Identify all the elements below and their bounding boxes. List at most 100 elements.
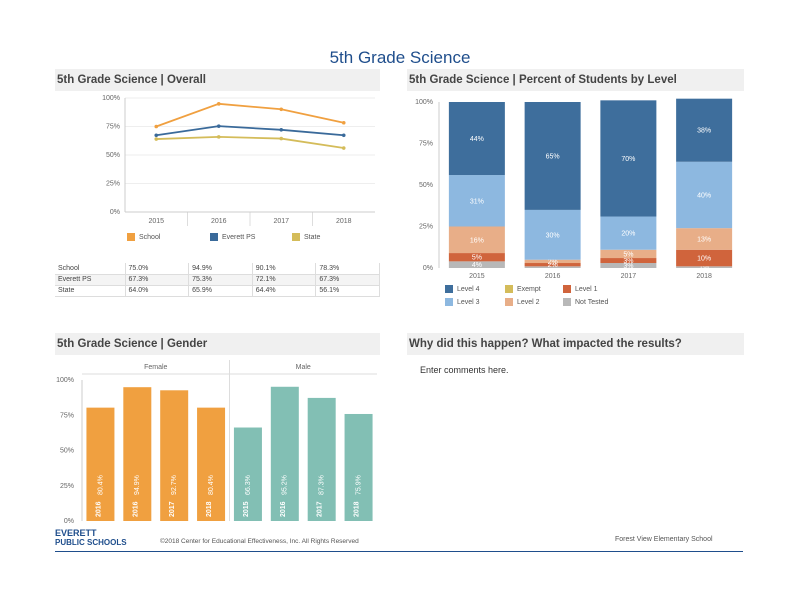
bar-year-label: 2015 bbox=[243, 501, 250, 517]
not-tested-swatch bbox=[563, 298, 571, 306]
y-tick-label: 75% bbox=[60, 412, 74, 419]
table-cell: 65.9% bbox=[188, 285, 253, 297]
data-label: 1% bbox=[699, 265, 709, 272]
bar-year-label: 2017 bbox=[317, 501, 324, 517]
bar-year-label: 2016 bbox=[280, 501, 287, 517]
data-point bbox=[279, 107, 284, 112]
data-label: 16% bbox=[470, 237, 484, 244]
x-tick-label: 2018 bbox=[336, 218, 352, 225]
state-swatch bbox=[292, 233, 300, 241]
bar-value-label: 80.4% bbox=[208, 475, 215, 495]
legend-item-level2[interactable]: Level 2 bbox=[505, 298, 540, 306]
overall-legend: School Everett PS State bbox=[127, 233, 377, 245]
level3-swatch bbox=[445, 298, 453, 306]
data-point bbox=[341, 120, 346, 125]
y-tick-label: 25% bbox=[419, 224, 433, 231]
y-tick-label: 0% bbox=[423, 265, 433, 272]
data-point bbox=[341, 133, 346, 138]
data-label: 20% bbox=[621, 231, 635, 238]
data-point bbox=[154, 137, 159, 141]
legend-item-not-tested[interactable]: Not Tested bbox=[563, 298, 608, 306]
levels-panel-title: 5th Grade Science | Percent of Students … bbox=[407, 69, 744, 91]
bar-value-label: 66.3% bbox=[245, 475, 252, 495]
data-label: 31% bbox=[470, 198, 484, 205]
gender-panel-title: 5th Grade Science | Gender bbox=[55, 333, 380, 355]
table-cell: 78.3% bbox=[315, 263, 380, 275]
bar-year-label: 2016 bbox=[95, 501, 102, 517]
legend-label-everett: Everett PS bbox=[222, 233, 256, 241]
table-cell: 56.1% bbox=[315, 285, 380, 297]
stack-segment bbox=[676, 266, 733, 268]
district-logo: EVERETT PUBLIC SCHOOLS bbox=[55, 529, 155, 548]
series-line bbox=[156, 135, 344, 149]
bar bbox=[160, 390, 189, 521]
table-cell: State bbox=[55, 285, 126, 297]
data-label: 2% bbox=[548, 259, 558, 266]
data-label: 30% bbox=[546, 232, 560, 239]
x-tick-label: 2015 bbox=[469, 273, 485, 280]
table-cell: School bbox=[55, 263, 126, 275]
stack-segment bbox=[600, 216, 657, 250]
comments-panel-title: Why did this happen? What impacted the r… bbox=[407, 333, 744, 355]
stack-segment bbox=[524, 102, 581, 210]
legend-item-level3[interactable]: Level 3 bbox=[445, 298, 480, 306]
data-label: 38% bbox=[697, 128, 711, 135]
legend-item-exempt[interactable]: Exempt bbox=[505, 285, 541, 293]
table-cell: 64.4% bbox=[252, 285, 317, 297]
bar bbox=[123, 387, 152, 521]
copyright-text: ©2018 Center for Educational Effectivene… bbox=[160, 538, 359, 545]
legend-item-everett[interactable]: Everett PS bbox=[210, 233, 255, 241]
legend-label-level3: Level 3 bbox=[457, 298, 480, 306]
stack-segment bbox=[676, 249, 733, 267]
x-tick-label: 2017 bbox=[621, 273, 637, 280]
level4-swatch bbox=[445, 285, 453, 293]
data-point bbox=[216, 124, 221, 128]
legend-item-state[interactable]: State bbox=[292, 233, 320, 241]
stack-segment bbox=[600, 249, 657, 259]
bar-value-label: 75.9% bbox=[355, 475, 362, 495]
x-tick-label: 2015 bbox=[148, 218, 164, 225]
data-label: 3% bbox=[623, 258, 633, 265]
stack-segment bbox=[600, 100, 657, 217]
y-tick-label: 0% bbox=[64, 518, 74, 524]
data-label: 40% bbox=[697, 192, 711, 199]
group-label: Female bbox=[144, 364, 167, 371]
data-label: 44% bbox=[470, 136, 484, 143]
y-tick-label: 75% bbox=[106, 124, 120, 131]
y-tick-label: 75% bbox=[419, 141, 433, 148]
bar-value-label: 80.4% bbox=[97, 475, 104, 495]
x-tick-label: 2016 bbox=[211, 218, 227, 225]
stack-segment bbox=[448, 175, 505, 227]
bar bbox=[233, 427, 262, 521]
bar bbox=[307, 397, 336, 521]
bar-value-label: 92.7% bbox=[171, 475, 178, 495]
legend-label-not-tested: Not Tested bbox=[575, 298, 609, 306]
y-tick-label: 0% bbox=[110, 209, 120, 216]
bar bbox=[344, 413, 373, 521]
stack-segment bbox=[448, 253, 505, 262]
y-tick-label: 50% bbox=[106, 152, 120, 159]
data-label: 13% bbox=[697, 236, 711, 243]
data-label: 4% bbox=[472, 262, 482, 269]
logo-line2: PUBLIC SCHOOLS bbox=[55, 538, 127, 547]
overall-summary-table: School 75.0% 94.9% 90.1% 78.3% Everett P… bbox=[55, 263, 380, 297]
legend-item-level4[interactable]: Level 4 bbox=[445, 285, 480, 293]
legend-item-school[interactable]: School bbox=[127, 233, 160, 241]
legend-label-level1: Level 1 bbox=[575, 285, 598, 293]
table-cell: 64.0% bbox=[125, 285, 190, 297]
footer-divider bbox=[55, 551, 743, 552]
levels-legend: Level 4 Level 3 Level 2 Level 1 Not Test… bbox=[445, 285, 735, 309]
overall-panel-title: 5th Grade Science | Overall bbox=[55, 69, 380, 91]
y-tick-label: 100% bbox=[415, 99, 433, 106]
table-row: Everett PS 67.3% 75.3% 72.1% 67.3% bbox=[55, 274, 380, 286]
school-name: Forest View Elementary School bbox=[615, 536, 713, 543]
legend-label-state: State bbox=[304, 233, 321, 241]
table-cell: 67.3% bbox=[315, 274, 380, 286]
legend-item-level1[interactable]: Level 1 bbox=[563, 285, 598, 293]
data-label: 5% bbox=[623, 251, 633, 258]
x-tick-label: 2018 bbox=[696, 273, 712, 280]
data-point bbox=[341, 146, 346, 150]
data-point bbox=[216, 102, 221, 106]
comments-text[interactable]: Enter comments here. bbox=[420, 365, 509, 375]
table-cell: Everett PS bbox=[55, 274, 126, 286]
